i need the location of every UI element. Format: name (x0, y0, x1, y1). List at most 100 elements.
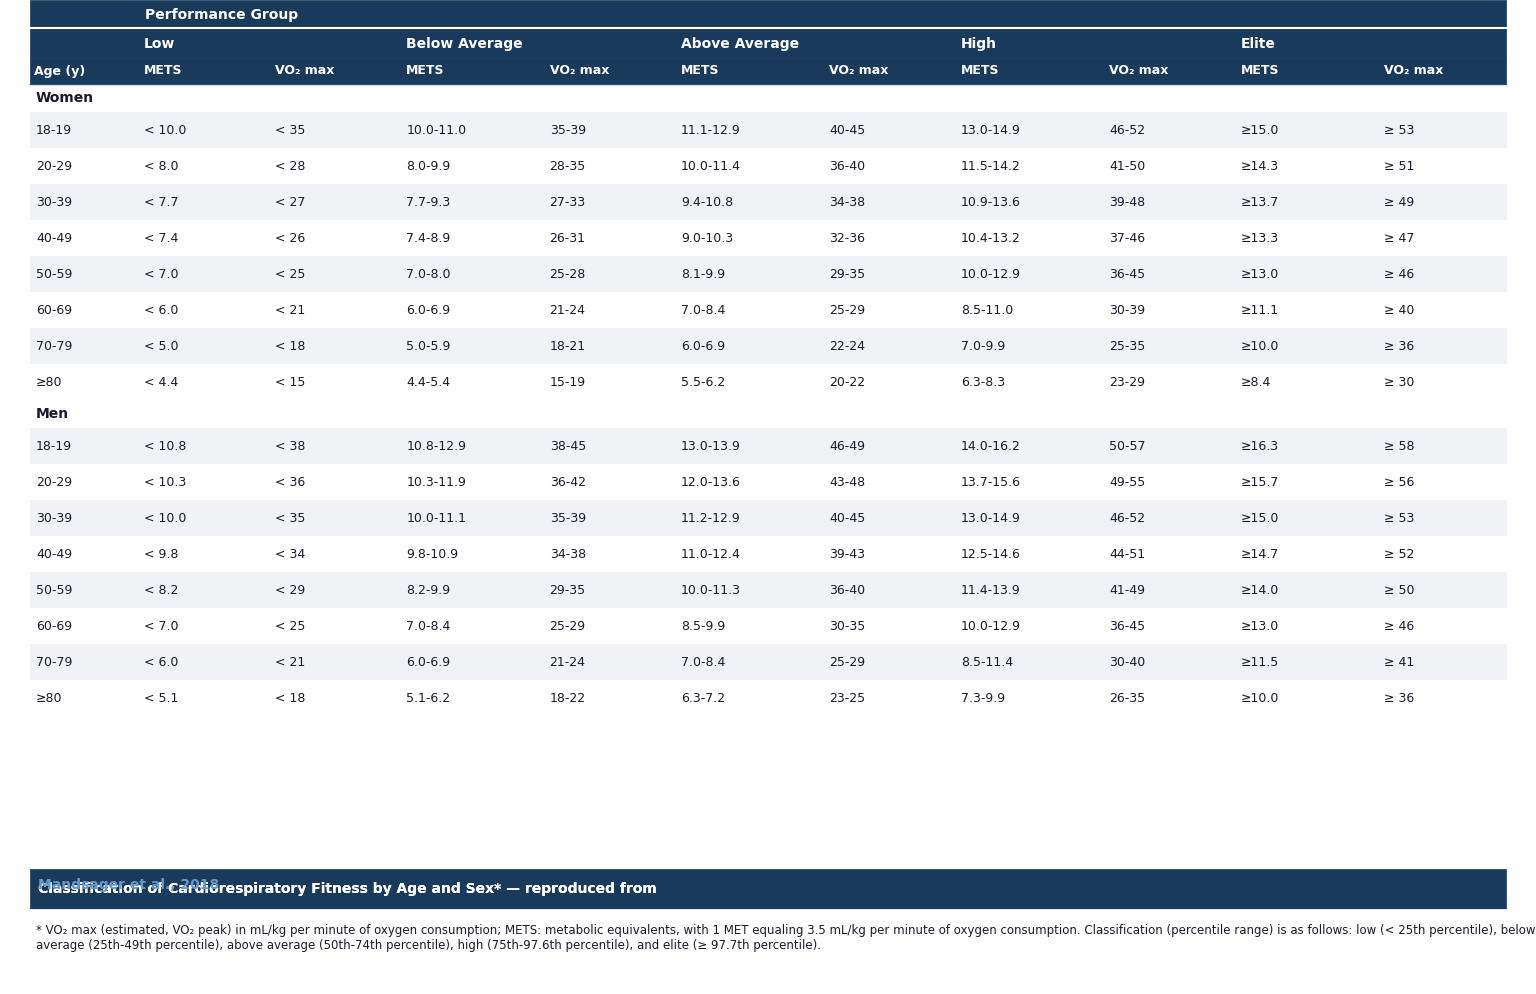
Text: ≥ 36: ≥ 36 (1384, 692, 1413, 705)
Text: ≥11.1: ≥11.1 (1241, 303, 1278, 316)
Text: 25-29: 25-29 (829, 655, 865, 669)
Text: 25-29: 25-29 (550, 619, 585, 632)
Text: 7.0-8.4: 7.0-8.4 (680, 303, 725, 316)
Text: 6.3-8.3: 6.3-8.3 (960, 376, 1005, 389)
Text: 39-43: 39-43 (829, 548, 865, 561)
Text: 36-42: 36-42 (550, 475, 585, 488)
Text: 21-24: 21-24 (550, 655, 585, 669)
Bar (31, 909, 1505, 989)
Text: 7.0-8.4: 7.0-8.4 (407, 619, 450, 632)
Bar (31, 500, 1505, 536)
Text: Performance Group: Performance Group (144, 8, 298, 22)
Text: 30-35: 30-35 (829, 619, 866, 632)
Text: < 21: < 21 (275, 655, 306, 669)
Text: 13.0-14.9: 13.0-14.9 (960, 512, 1020, 525)
Text: ≥80: ≥80 (35, 376, 63, 389)
Text: 30-39: 30-39 (35, 512, 72, 525)
Text: 50-57: 50-57 (1109, 439, 1146, 452)
Text: < 10.0: < 10.0 (143, 512, 186, 525)
Text: 8.5-11.4: 8.5-11.4 (960, 655, 1012, 669)
Text: 25-35: 25-35 (1109, 340, 1146, 353)
Bar (31, 256, 1505, 292)
Text: 7.0-8.0: 7.0-8.0 (407, 267, 452, 280)
Text: < 6.0: < 6.0 (143, 303, 178, 316)
Text: < 27: < 27 (275, 196, 306, 209)
Text: 40-49: 40-49 (35, 232, 72, 245)
Text: 10.9-13.6: 10.9-13.6 (960, 196, 1020, 209)
Text: 20-29: 20-29 (35, 159, 72, 173)
Text: 26-35: 26-35 (1109, 692, 1146, 705)
Bar (31, 428, 1505, 464)
Text: ≥13.0: ≥13.0 (1241, 619, 1278, 632)
Bar (31, 220, 1505, 256)
Text: 18-19: 18-19 (35, 123, 72, 136)
Text: VO₂ max: VO₂ max (550, 65, 608, 78)
Bar (31, 572, 1505, 608)
Text: 29-35: 29-35 (550, 583, 585, 596)
Text: 36-40: 36-40 (829, 583, 865, 596)
Text: VO₂ max: VO₂ max (829, 65, 889, 78)
Text: 21-24: 21-24 (550, 303, 585, 316)
Text: < 15: < 15 (275, 376, 306, 389)
Text: < 8.2: < 8.2 (143, 583, 178, 596)
Text: 36-40: 36-40 (829, 159, 865, 173)
Text: 18-19: 18-19 (35, 439, 72, 452)
Text: 40-45: 40-45 (829, 512, 866, 525)
Text: Low: Low (143, 37, 175, 51)
Text: 37-46: 37-46 (1109, 232, 1146, 245)
Text: 7.3-9.9: 7.3-9.9 (960, 692, 1005, 705)
Text: 70-79: 70-79 (35, 655, 72, 669)
Text: 9.4-10.8: 9.4-10.8 (680, 196, 733, 209)
Text: ≥ 47: ≥ 47 (1384, 232, 1415, 245)
Text: 29-35: 29-35 (829, 267, 865, 280)
Text: ≥15.0: ≥15.0 (1241, 512, 1279, 525)
Bar (31, 716, 1505, 869)
Text: 8.5-9.9: 8.5-9.9 (680, 619, 725, 632)
Bar (31, 536, 1505, 572)
Text: VO₂ max: VO₂ max (1384, 65, 1442, 78)
Text: ≥8.4: ≥8.4 (1241, 376, 1270, 389)
Text: METS: METS (1241, 65, 1279, 78)
Text: ≥ 49: ≥ 49 (1384, 196, 1413, 209)
Text: 8.5-11.0: 8.5-11.0 (960, 303, 1012, 316)
Text: ≥ 53: ≥ 53 (1384, 512, 1415, 525)
Text: VO₂ max: VO₂ max (275, 65, 335, 78)
Text: 14.0-16.2: 14.0-16.2 (960, 439, 1020, 452)
Text: 50-59: 50-59 (35, 267, 72, 280)
Text: 7.4-8.9: 7.4-8.9 (407, 232, 450, 245)
Text: 10.0-11.3: 10.0-11.3 (680, 583, 740, 596)
Text: 30-40: 30-40 (1109, 655, 1146, 669)
Bar (31, 680, 1505, 716)
Text: High: High (960, 37, 997, 51)
Text: 11.2-12.9: 11.2-12.9 (680, 512, 740, 525)
Text: < 6.0: < 6.0 (143, 655, 178, 669)
Text: 6.3-7.2: 6.3-7.2 (680, 692, 725, 705)
Text: 13.0-13.9: 13.0-13.9 (680, 439, 740, 452)
Text: ≥15.7: ≥15.7 (1241, 475, 1279, 488)
Text: 46-49: 46-49 (829, 439, 865, 452)
Text: 10.4-13.2: 10.4-13.2 (960, 232, 1020, 245)
Text: 23-29: 23-29 (1109, 376, 1144, 389)
Text: 7.7-9.3: 7.7-9.3 (407, 196, 450, 209)
Text: ≥13.0: ≥13.0 (1241, 267, 1278, 280)
Text: Age (y): Age (y) (34, 65, 86, 78)
Text: METS: METS (960, 65, 1000, 78)
Text: 6.0-6.9: 6.0-6.9 (407, 303, 450, 316)
Text: < 38: < 38 (275, 439, 306, 452)
Text: 30-39: 30-39 (1109, 303, 1146, 316)
Text: 25-28: 25-28 (550, 267, 585, 280)
Text: 13.0-14.9: 13.0-14.9 (960, 123, 1020, 136)
Bar (31, 644, 1505, 680)
Bar (31, 184, 1505, 220)
Bar (31, 292, 1505, 328)
Text: 10.0-11.4: 10.0-11.4 (680, 159, 740, 173)
Text: 13.7-15.6: 13.7-15.6 (960, 475, 1021, 488)
Text: Classification of Cardiorespiratory Fitness by Age and Sex* — reproduced from: Classification of Cardiorespiratory Fitn… (38, 882, 662, 896)
Text: 4.4-5.4: 4.4-5.4 (407, 376, 450, 389)
Text: 44-51: 44-51 (1109, 548, 1146, 561)
Text: < 21: < 21 (275, 303, 306, 316)
Text: 10.0-12.9: 10.0-12.9 (960, 619, 1021, 632)
Text: VO₂ max: VO₂ max (1109, 65, 1169, 78)
Text: 27-33: 27-33 (550, 196, 585, 209)
Text: ≥13.3: ≥13.3 (1241, 232, 1278, 245)
